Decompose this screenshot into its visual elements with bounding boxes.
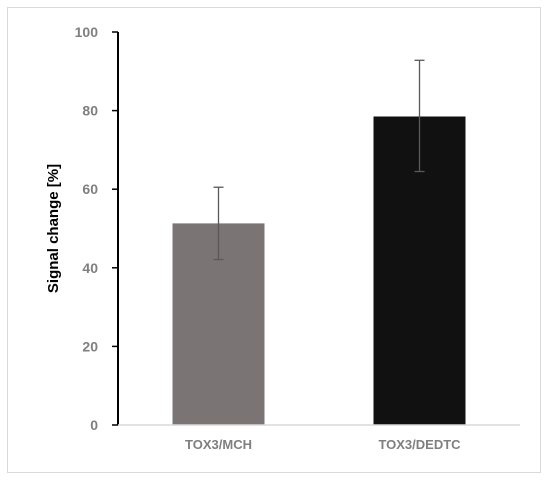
y-tick-label: 0 [90,417,98,433]
error-bars [213,59,425,261]
y-tick-label: 40 [82,260,98,276]
y-tick-label: 20 [82,338,98,354]
y-axis-ticks: 0 20 40 60 80 100 [75,24,118,433]
bars [172,116,466,426]
x-category-label: TOX3/MCH [185,437,252,452]
y-tick-label: 100 [75,24,99,40]
y-tick-label: 60 [82,181,98,197]
x-category-label: TOX3/DEDTC [378,437,461,452]
y-axis-title: Signal change [%] [45,164,62,293]
y-tick-label: 80 [82,103,98,119]
x-axis-labels: TOX3/MCH TOX3/DEDTC [185,437,461,452]
